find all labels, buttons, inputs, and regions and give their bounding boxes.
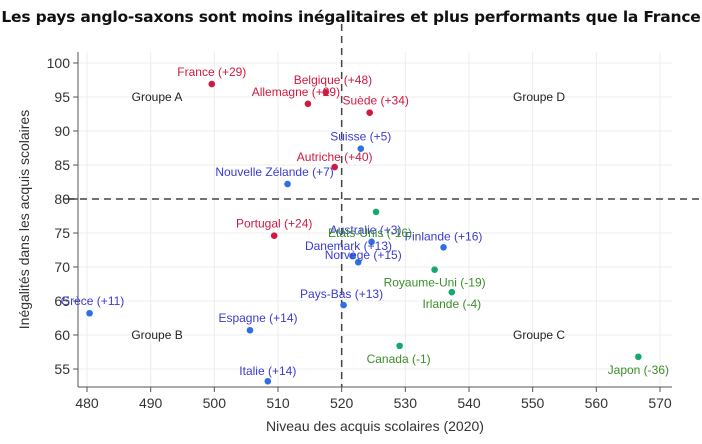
data-point [372,208,380,216]
axes: 480 490 500 510 520 530 540 550 560 570 55 60 65 70 75… [47,52,672,411]
data-point [349,252,356,260]
data-point-label: France (+29) [177,65,246,79]
data-point [208,80,216,88]
y-tick-label: 55 [54,361,70,377]
data-points [86,80,642,385]
x-tick-label: 500 [203,395,227,411]
y-tick-label: 75 [54,225,70,241]
data-point-label: Australie (+3) [330,223,402,237]
y-tick-label: 70 [54,259,70,275]
data-point [357,145,365,152]
group-label: Groupe C [513,328,565,342]
data-point-label: Autriche (+40) [297,150,373,164]
y-tick-label: 100 [47,55,71,71]
data-point-label: Grèce (+11) [61,294,124,308]
y-tick-label: 80 [54,191,70,207]
data-point [264,377,272,385]
data-point-label: Royaume-Uni (-19) [384,276,486,290]
point-labels: France (+29) Belgique (+48)Allemagne (+29… [61,65,669,378]
data-point-label: Allemagne (+29) [252,85,340,99]
data-point-label: Canada (-1) [367,352,431,366]
data-point-label: Norvège (+15) [325,248,402,262]
data-point [448,288,456,296]
data-point-label: Espagne (+14) [218,311,297,325]
data-point-label: Pays-Bas (+13) [300,287,383,301]
data-point-label: Suède (+34) [342,94,408,108]
x-tick-label: 530 [394,395,418,411]
data-point-label: Nouvelle Zélande (+7) [215,165,333,179]
group-label: Groupe A [132,90,183,104]
y-tick-label: 95 [54,89,70,105]
data-point [354,258,362,266]
data-point [322,88,330,96]
data-point-label: Irlande (-4) [422,297,481,311]
y-tick-label: 65 [54,293,70,309]
x-tick-label: 520 [330,395,354,411]
group-labels: Groupe A Groupe B Groupe C Groupe D [131,90,565,342]
data-point [331,163,338,171]
data-point [246,326,254,334]
data-point [340,301,347,309]
y-axis-title: Inégalités dans les acquis scolaires [16,110,32,329]
y-tick-label: 85 [54,157,70,173]
data-point [366,109,373,116]
data-point-label: Italie (+14) [239,364,296,378]
data-point [635,353,642,361]
data-point-label: Etats-Unis (-16) [328,226,412,240]
data-point-label: Suisse (+5) [330,130,391,144]
x-axis-title: Niveau des acquis scolaires (2020) [266,418,484,434]
data-point [270,232,278,240]
x-tick-label: 540 [457,395,481,411]
y-tick-label: 60 [54,327,70,343]
data-point-label: Finlande (+16) [405,229,483,243]
data-point [86,309,93,317]
x-tick-label: 550 [521,395,545,411]
x-tick-label: 480 [75,395,99,411]
x-tick-label: 560 [585,395,609,411]
data-point [431,266,438,274]
data-point [396,342,403,350]
data-point-label: Danemark (+13) [305,239,392,253]
group-label: Groupe D [513,90,565,104]
data-point [284,180,291,188]
data-point-label: Japon (-36) [608,363,669,377]
data-point [304,100,312,108]
y-tick-label: 90 [54,123,70,139]
data-point [368,238,375,246]
group-label: Groupe B [131,328,182,342]
x-tick-label: 510 [266,395,290,411]
x-tick-label: 490 [139,395,163,411]
data-point-label: Belgique (+48) [294,73,372,87]
data-point [440,243,447,251]
chart-title: Les pays anglo-saxons sont moins inégali… [1,8,701,26]
x-tick-label: 570 [648,395,672,411]
data-point-label: Portugal (+24) [236,217,312,231]
